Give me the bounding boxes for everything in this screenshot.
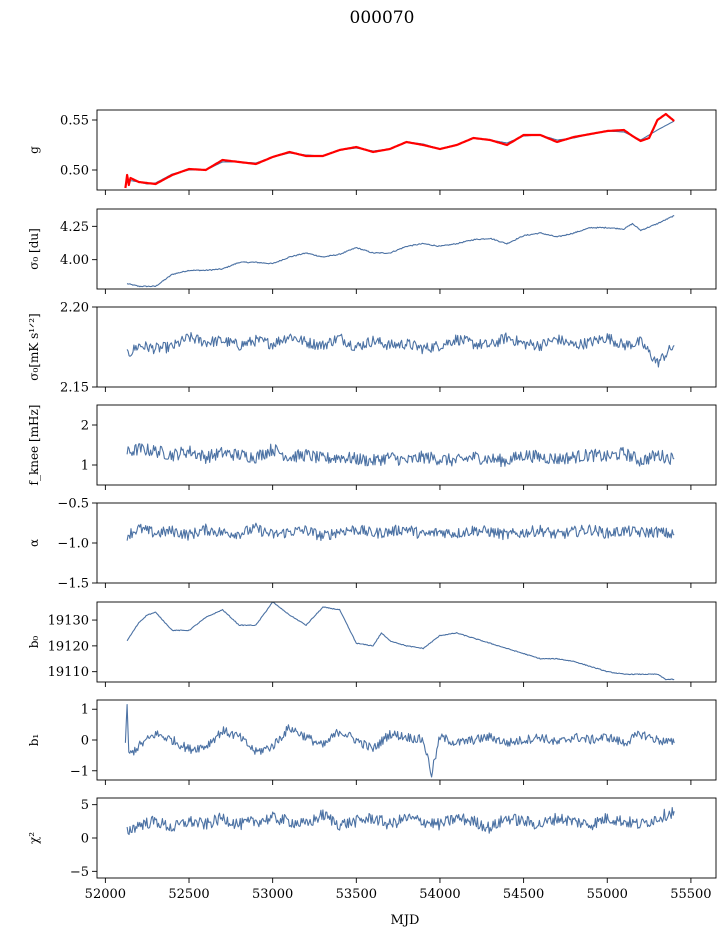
- x-tick-label: 52500: [168, 887, 209, 902]
- panel-sigma0mk-line-0: [126, 332, 675, 368]
- panel-b1: −1 0 1 b₁: [27, 699, 717, 785]
- panel-sigma0du-ytick-label: 4.00: [60, 253, 89, 268]
- panel-b1-ytick-label: 1: [81, 703, 89, 718]
- panel-g-line-0: [126, 120, 675, 185]
- panel-b1-ylabel: b₁: [27, 734, 41, 747]
- panel-fknee-ytick-label: 2: [81, 419, 89, 434]
- panel-sigma0mk-frame: [96, 306, 717, 388]
- panel-fknee-series: [126, 443, 675, 468]
- panel-b1-series: [124, 704, 675, 778]
- panel-alpha-ylabel: α: [27, 539, 41, 547]
- panel-sigma0mk-series: [126, 332, 675, 368]
- panel-g-ylabel: g: [27, 146, 41, 154]
- panel-sigma0mk-ytick-label: 2.15: [60, 381, 89, 396]
- panel-chi2-series: [126, 807, 675, 836]
- panel-fknee-ylabel: f_knee [mHz]: [27, 405, 41, 486]
- panel-alpha-ytick-label: −0.5: [57, 497, 89, 512]
- panel-b0-frame: [96, 601, 717, 683]
- panel-alpha-series: [126, 522, 675, 542]
- x-tick-label: 54500: [503, 887, 544, 902]
- panel-sigma0mk: 2.15 2.20 σ₀[mK s¹ᐟ²]: [27, 301, 717, 396]
- x-tick-label: 53500: [336, 887, 377, 902]
- panel-b0-line-0: [126, 602, 675, 681]
- panel-sigma0mk-ylabel: σ₀[mK s¹ᐟ²]: [27, 313, 41, 380]
- x-tick-label: 55500: [670, 887, 711, 902]
- panel-chi2-ytick-label: −5: [70, 865, 89, 880]
- panel-sigma0du-frame: [96, 208, 717, 290]
- panel-alpha-ytick-label: −1.5: [57, 577, 89, 592]
- panel-b0-series: [126, 602, 675, 681]
- panel-b0-ylabel: b₀: [27, 636, 41, 649]
- panel-b0-ytick-label: 19130: [48, 614, 89, 629]
- panel-g-ytick-label: 0.55: [60, 114, 89, 129]
- x-tick-label: 52000: [85, 887, 126, 902]
- panel-b1-ytick-label: 0: [81, 734, 89, 749]
- panel-chi2: −5 0 5 χ²: [27, 797, 717, 883]
- panel-sigma0du-ytick-label: 4.25: [60, 220, 89, 235]
- panel-sigma0du: 4.00 4.25 σ₀ [du]: [27, 208, 717, 294]
- panel-g-line-1: [124, 112, 675, 189]
- x-axis-label: MJD: [391, 913, 420, 928]
- panel-fknee-frame: [96, 404, 717, 486]
- panel-alpha-frame: [96, 502, 717, 584]
- figure-title: 000070: [350, 8, 415, 28]
- panel-sigma0du-ylabel: σ₀ [du]: [27, 228, 41, 270]
- panel-g: 0.50 0.55 g: [27, 109, 717, 195]
- panel-b0-ytick-label: 19110: [48, 665, 89, 680]
- panel-chi2-ytick-label: 5: [81, 798, 89, 813]
- panel-b1-line-0: [124, 704, 675, 778]
- panel-fknee: 1 2 f_knee [mHz]: [27, 404, 717, 490]
- panel-fknee-line-0: [126, 443, 675, 468]
- panel-alpha-line-0: [126, 522, 675, 542]
- x-tick-label: 53000: [252, 887, 293, 902]
- panel-chi2-ylabel: χ²: [27, 832, 41, 844]
- panel-fknee-ytick-label: 1: [81, 459, 89, 474]
- panel-sigma0mk-ytick-label: 2.20: [60, 301, 89, 316]
- panel-chi2-frame: [96, 797, 717, 879]
- panel-sigma0du-series: [126, 215, 675, 288]
- panel-g-series: [124, 112, 675, 189]
- subplot-panels: 0.50 0.55 g 4.00 4.25 σ₀ [du] 2.15 2.20 σ₀[mK s¹…: [27, 109, 717, 902]
- x-tick-label: 55000: [587, 887, 628, 902]
- panel-chi2-ytick-label: 0: [81, 832, 89, 847]
- panel-g-ytick-label: 0.50: [60, 164, 89, 179]
- panel-g-frame: [96, 109, 717, 191]
- panel-alpha: −1.5 −1.0 −0.5 α: [27, 497, 717, 592]
- x-tick-label: 54000: [419, 887, 460, 902]
- panel-b0-ytick-label: 19120: [48, 639, 89, 654]
- panel-chi2-line-0: [126, 807, 675, 836]
- panel-alpha-ytick-label: −1.0: [57, 537, 89, 552]
- panel-sigma0du-line-0: [126, 215, 675, 288]
- panel-b0: 19110 19120 19130 b₀: [27, 601, 717, 687]
- panel-b1-ytick-label: −1: [70, 764, 89, 779]
